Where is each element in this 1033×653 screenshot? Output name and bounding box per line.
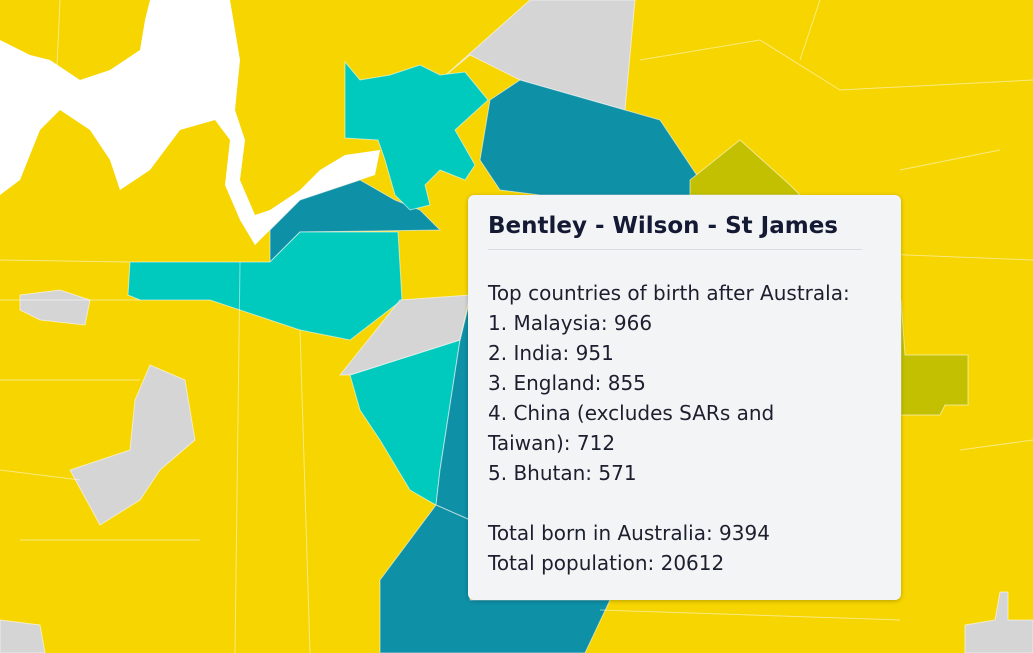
- region-gray: [964, 591, 1033, 653]
- region-gray: [0, 619, 46, 653]
- tooltip-title: Bentley - Wilson - St James: [488, 213, 862, 250]
- tooltip: Bentley - Wilson - St James Top countrie…: [468, 195, 901, 600]
- list-item: 1. Malaysia: 966: [488, 311, 653, 335]
- spacer: [488, 488, 878, 518]
- river: [0, 0, 380, 245]
- list-item: 4. China (excludes SARs and Taiwan): 712: [488, 401, 775, 455]
- list-item: 2. India: 951: [488, 341, 614, 365]
- region-teal: [127, 231, 403, 341]
- region-olive: [689, 139, 802, 196]
- total: Total born in Australia: 9394: [488, 521, 770, 545]
- list-item: 3. England: 855: [488, 371, 646, 395]
- list-item: 5. Bhutan: 571: [488, 461, 637, 485]
- region-selected: [344, 60, 489, 211]
- region-gray: [19, 289, 91, 326]
- tooltip-body: Top countries of birth after Australa: 1…: [488, 278, 878, 578]
- total: Total population: 20612: [488, 551, 725, 575]
- region-gray: [338, 294, 471, 376]
- region-olive: [900, 299, 969, 416]
- tooltip-heading: Top countries of birth after Australa:: [488, 281, 850, 305]
- region-gray: [69, 364, 196, 526]
